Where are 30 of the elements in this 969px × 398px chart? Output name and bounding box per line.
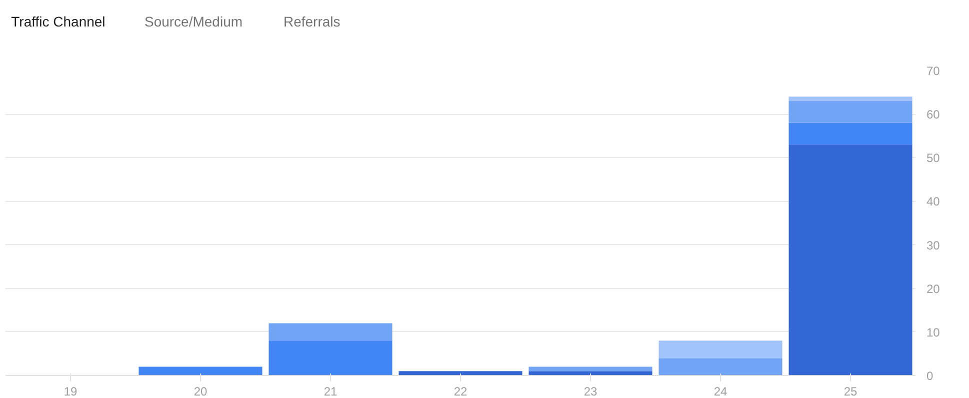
x-tick-label: 21 xyxy=(324,384,338,398)
y-tick-label: 20 xyxy=(926,282,940,296)
source-note: Source/Medium xyxy=(144,14,243,30)
bar xyxy=(658,358,782,376)
x-tick-label: 23 xyxy=(584,384,598,398)
bar xyxy=(788,96,912,101)
bar xyxy=(788,144,912,376)
y-tick-label: 30 xyxy=(926,238,940,252)
bar xyxy=(658,340,782,358)
bar xyxy=(138,366,262,376)
x-tick-label: 19 xyxy=(64,384,78,398)
y-tick-label: 60 xyxy=(926,108,940,122)
bar xyxy=(268,340,392,376)
text: Referrals xyxy=(283,14,340,30)
x-tick-label: 24 xyxy=(714,384,728,398)
y-tick-label: 40 xyxy=(926,194,940,209)
y-tick-label: 70 xyxy=(926,64,940,78)
bar xyxy=(398,371,522,376)
x-tick-label: 22 xyxy=(454,384,468,398)
bar xyxy=(788,101,912,123)
bar xyxy=(788,122,912,145)
y-tick-label: 10 xyxy=(926,325,940,340)
bar xyxy=(528,371,652,376)
bar xyxy=(528,366,652,372)
y-tick-label: 50 xyxy=(926,151,940,166)
y-tick-label: 0 xyxy=(926,369,934,383)
x-tick-label: 25 xyxy=(844,384,858,398)
text: Traffic Channel xyxy=(11,14,106,30)
bar xyxy=(268,323,392,341)
x-tick-label: 20 xyxy=(194,384,208,398)
